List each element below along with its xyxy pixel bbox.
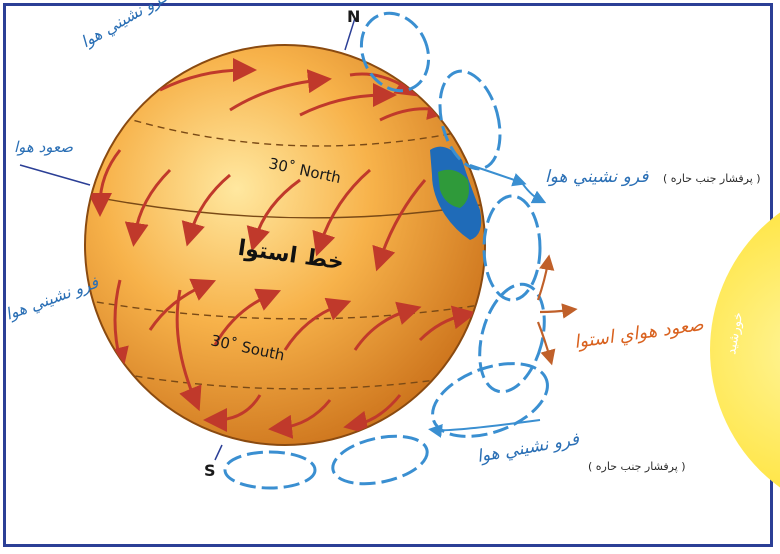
descend-left-mid-label: فرو نشيني هوا	[3, 273, 101, 324]
south-axis-line	[214, 444, 223, 461]
lat-30s-line	[99, 369, 471, 390]
cell-arrows	[428, 164, 547, 438]
earth-globe	[19, 17, 486, 461]
south-pole-label: S	[204, 461, 216, 480]
descend-right-bottom-label: فرو نشيني هوا	[475, 429, 581, 467]
ascend-pointer-line	[19, 164, 91, 186]
descend-right-top-label: فرو نشيني هوا	[545, 167, 649, 187]
sun-label: خورشيد	[724, 311, 746, 356]
equator-rise-arrows	[536, 254, 578, 366]
wind-arrows-south	[105, 278, 477, 439]
north-axis-line	[344, 17, 356, 51]
ascend-left-label: صعود هوا	[14, 138, 73, 156]
sun	[710, 212, 780, 488]
lat-30n-line	[85, 194, 481, 219]
north-pole-label: N	[347, 7, 360, 26]
equator-line	[85, 299, 481, 320]
high-pressure-bottom-label: ( پرفشار جنب حاره )	[588, 460, 686, 473]
convection-cells	[223, 11, 549, 490]
landmass-green	[438, 169, 469, 208]
high-pressure-top-label: ( پرفشار جنب حاره )	[663, 172, 761, 185]
equator-rise-label: صعود هواي استوا	[573, 314, 706, 353]
lat-60n-line	[99, 109, 471, 147]
descend-top-left-label: فرو نشيني هوا	[78, 0, 172, 51]
